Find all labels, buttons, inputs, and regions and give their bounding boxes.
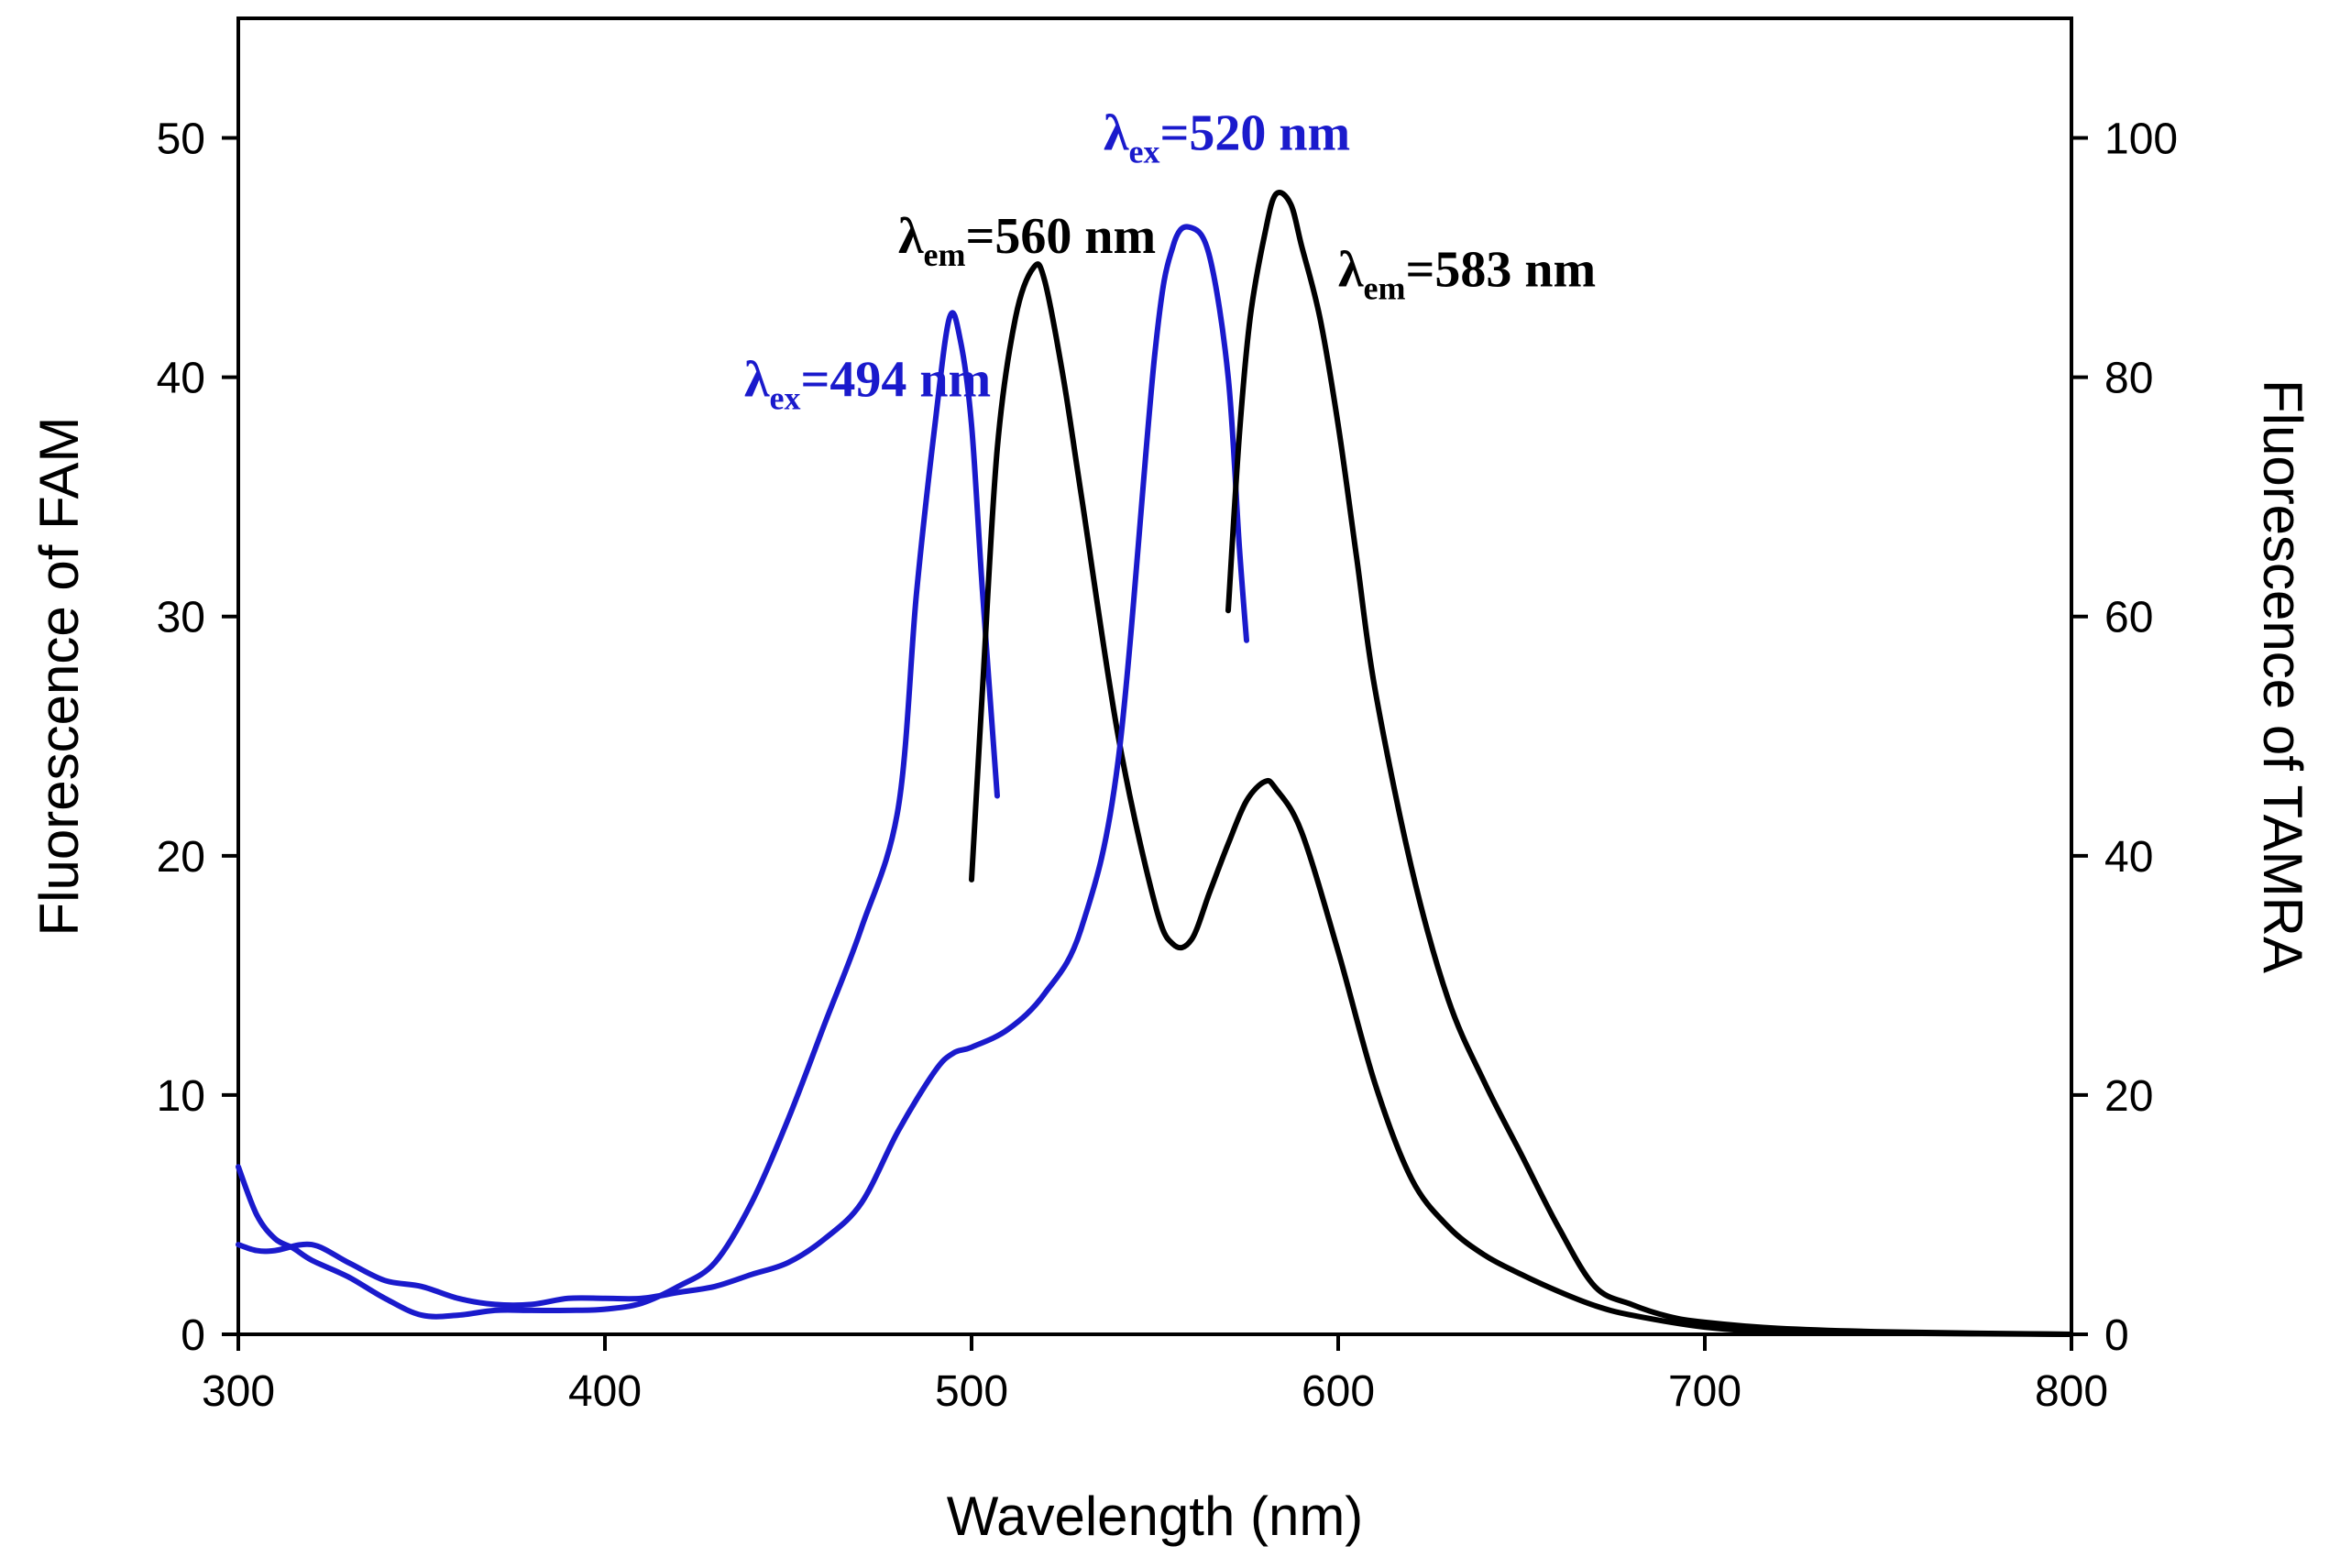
x-tick-label-500: 500: [935, 1367, 1008, 1416]
y-right-tick-label-20: 20: [2104, 1072, 2153, 1121]
peak-annotations: λex=494 nm λem=560 nm λex=520 nm λem=583 nm: [744, 105, 1596, 417]
y-right-tick-label-100: 100: [2104, 115, 2178, 164]
y-right-tick-label-80: 80: [2104, 355, 2153, 403]
series-tamra-emission: [1225, 190, 2074, 1337]
y-left-tick-label-0: 0: [181, 1311, 205, 1360]
annotation-em583: λem=583 nm: [1338, 241, 1596, 306]
annotation-ex494: λex=494 nm: [744, 352, 991, 417]
y-axis-left-ticks: 0 10 20 30 40 50: [157, 115, 238, 1360]
y-right-tick-label-0: 0: [2104, 1311, 2129, 1360]
annotation-ex520: λex=520 nm: [1104, 105, 1350, 170]
series-fam-excitation: [236, 310, 1000, 1320]
y-right-tick-label-60: 60: [2104, 594, 2153, 642]
y-axis-right-ticks: 0 20 40 60 80 100: [2071, 115, 2178, 1360]
y-left-tick-label-30: 30: [157, 594, 205, 642]
x-tick-label-800: 800: [2035, 1367, 2108, 1416]
x-axis-ticks: 300 400 500 600 700 800: [202, 1334, 2108, 1416]
y-axis-right-title: Fluorescence of TAMRA: [2252, 379, 2313, 973]
y-left-tick-label-40: 40: [157, 355, 205, 403]
y-right-tick-label-40: 40: [2104, 833, 2153, 882]
y-left-tick-label-10: 10: [157, 1072, 205, 1121]
x-tick-label-400: 400: [568, 1367, 642, 1416]
y-left-tick-label-20: 20: [157, 833, 205, 882]
y-left-tick-label-50: 50: [157, 115, 205, 164]
series-lines: [236, 190, 2074, 1337]
annotation-em560: λem=560 nm: [898, 208, 1156, 273]
y-axis-left-title: Fluorescence of FAM: [28, 417, 90, 937]
x-tick-label-300: 300: [202, 1367, 275, 1416]
series-fam-emission: [969, 261, 2074, 1337]
plot-frame: [236, 16, 2073, 1336]
x-axis-title: Wavelength (nm): [947, 1486, 1364, 1547]
x-tick-label-700: 700: [1668, 1367, 1741, 1416]
series-tamra-excitation: [236, 224, 1249, 1309]
x-tick-label-600: 600: [1302, 1367, 1375, 1416]
